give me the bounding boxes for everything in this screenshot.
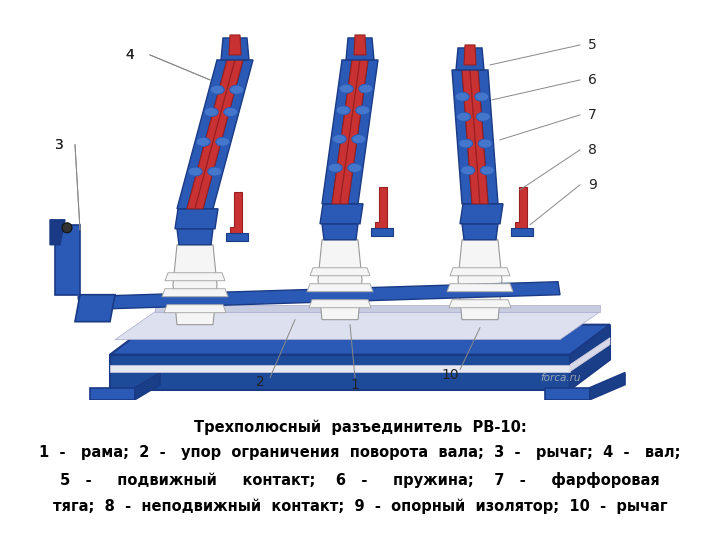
Polygon shape [460,204,503,224]
Polygon shape [309,300,371,308]
Text: 4: 4 [125,48,134,62]
Polygon shape [165,273,225,281]
Polygon shape [462,70,480,204]
Polygon shape [115,312,600,340]
Polygon shape [177,60,227,209]
Polygon shape [187,60,235,209]
Ellipse shape [356,106,370,115]
Ellipse shape [456,112,471,122]
Polygon shape [173,245,217,325]
Text: 9: 9 [588,178,597,192]
Polygon shape [371,228,393,236]
Ellipse shape [328,163,342,172]
Text: 5   -     подвижный     контакт;    6   -     пружина;    7   -     фарфоровая: 5 - подвижный контакт; 6 - пружина; 7 - … [60,472,660,488]
Ellipse shape [478,139,492,148]
Polygon shape [462,224,498,240]
Ellipse shape [459,139,473,148]
Polygon shape [175,209,218,229]
Polygon shape [155,305,600,312]
Polygon shape [195,60,243,209]
Polygon shape [110,325,610,355]
Polygon shape [203,60,253,209]
Ellipse shape [359,84,373,93]
Ellipse shape [332,134,346,144]
Polygon shape [177,229,213,245]
Polygon shape [78,282,560,309]
Text: 4: 4 [125,48,134,62]
Polygon shape [55,225,80,295]
Polygon shape [110,355,570,390]
Polygon shape [348,60,378,204]
Text: 3: 3 [55,138,64,152]
Text: 3: 3 [55,138,64,152]
Text: 7: 7 [588,108,597,122]
Ellipse shape [216,137,230,146]
Polygon shape [447,284,513,292]
Polygon shape [318,240,362,320]
Polygon shape [515,187,527,232]
Polygon shape [75,295,115,322]
Polygon shape [458,240,502,320]
Polygon shape [478,70,498,204]
Polygon shape [340,60,368,204]
Polygon shape [545,388,590,400]
Polygon shape [110,364,570,372]
Polygon shape [307,284,373,292]
Ellipse shape [348,163,362,172]
Text: 5: 5 [588,38,597,52]
Ellipse shape [208,167,222,176]
Polygon shape [50,220,65,245]
Polygon shape [464,45,476,65]
Polygon shape [449,300,511,308]
Text: 1  -   рама;  2  -   упор  ограничения  поворота  вала;  3  -   рычаг;  4  -   в: 1 - рама; 2 - упор ограничения поворота … [40,445,680,460]
Polygon shape [135,373,160,400]
Polygon shape [375,187,387,232]
Ellipse shape [480,166,495,175]
Polygon shape [90,388,135,400]
Ellipse shape [230,85,244,94]
Polygon shape [310,268,370,276]
Text: 6: 6 [588,73,597,87]
Ellipse shape [474,92,489,101]
Polygon shape [452,70,472,204]
Polygon shape [229,35,241,55]
Text: тяга;  8  -  неподвижный  контакт;  9  -  опорный  изолятор;  10  -  рычаг: тяга; 8 - неподвижный контакт; 9 - опорн… [53,499,667,515]
Ellipse shape [204,107,218,117]
Text: 1: 1 [351,377,359,392]
Ellipse shape [188,167,202,176]
Text: Трехполюсный  разъединитель  РВ-10:: Трехполюсный разъединитель РВ-10: [194,420,526,435]
Polygon shape [162,289,228,296]
Text: forca.ru: forca.ru [540,373,580,383]
Polygon shape [332,60,360,204]
Ellipse shape [336,106,350,115]
Ellipse shape [352,134,366,144]
Text: 8: 8 [588,143,597,157]
Polygon shape [320,204,363,224]
Ellipse shape [455,92,469,101]
Ellipse shape [339,84,354,93]
Circle shape [62,223,72,233]
Ellipse shape [224,107,238,117]
Ellipse shape [196,137,210,146]
Polygon shape [456,48,484,70]
Ellipse shape [210,85,224,94]
Polygon shape [590,373,625,400]
Polygon shape [226,233,248,241]
Polygon shape [164,305,226,313]
Polygon shape [346,38,374,60]
Polygon shape [570,338,610,372]
Polygon shape [322,60,352,204]
Polygon shape [322,224,358,240]
Ellipse shape [461,166,474,175]
Polygon shape [470,70,488,204]
Polygon shape [450,268,510,276]
Polygon shape [354,35,366,55]
Polygon shape [570,325,610,390]
Polygon shape [230,192,242,237]
Ellipse shape [477,112,490,122]
Text: 10: 10 [441,368,459,382]
Polygon shape [221,38,249,60]
Text: 2: 2 [256,375,264,389]
Polygon shape [511,228,533,236]
